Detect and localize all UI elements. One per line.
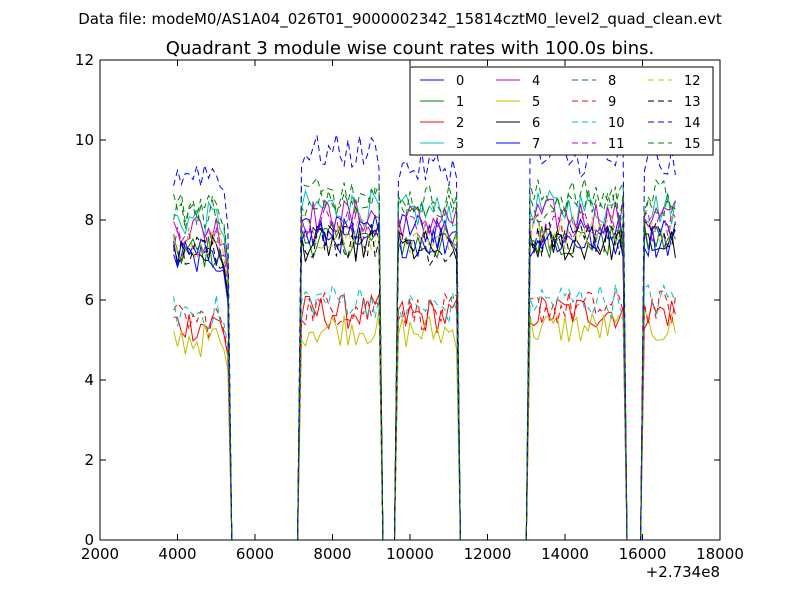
x-offset-label: +2.734e8 xyxy=(646,563,720,581)
series-line-13 xyxy=(173,221,676,540)
legend-label-14: 14 xyxy=(684,116,701,131)
series-line-8 xyxy=(173,177,676,540)
y-tick-label: 8 xyxy=(84,211,94,229)
x-tick-label: 14000 xyxy=(541,545,589,563)
legend-label-1: 1 xyxy=(456,95,464,110)
series-line-12 xyxy=(173,214,676,540)
y-tick-label: 10 xyxy=(75,131,94,149)
legend-label-6: 6 xyxy=(532,116,540,131)
series-line-2 xyxy=(173,293,676,540)
series-line-6 xyxy=(173,225,676,540)
series-line-10 xyxy=(173,283,676,540)
x-tick-label: 6000 xyxy=(236,545,274,563)
x-tick-label: 12000 xyxy=(464,545,512,563)
legend-label-5: 5 xyxy=(532,95,540,110)
legend-label-0: 0 xyxy=(456,74,464,89)
x-tick-label: 16000 xyxy=(619,545,667,563)
legend-box xyxy=(409,66,714,156)
legend-label-15: 15 xyxy=(684,137,701,152)
legend-label-13: 13 xyxy=(684,95,701,110)
chart-subtitle: Data file: modeM0/AS1A04_026T01_90000023… xyxy=(78,10,722,29)
y-tick-label: 4 xyxy=(84,371,94,389)
legend-label-7: 7 xyxy=(532,137,540,152)
y-tick-label: 2 xyxy=(84,451,94,469)
x-tick-label: 10000 xyxy=(386,545,434,563)
series-layer xyxy=(173,134,676,540)
legend-label-10: 10 xyxy=(608,116,625,131)
ticks-layer: 2000 4000 6000 8000 10000 12000 14000 16000 1800… xyxy=(75,51,744,563)
series-line-9 xyxy=(173,290,676,540)
x-tick-label: 4000 xyxy=(158,545,196,563)
series-line-1 xyxy=(173,220,676,540)
y-tick-label: 0 xyxy=(84,531,94,549)
legend-label-2: 2 xyxy=(456,116,464,131)
series-line-4 xyxy=(173,198,676,540)
legend-label-12: 12 xyxy=(684,74,701,89)
legend-label-8: 8 xyxy=(608,74,616,89)
x-tick-label: 2000 xyxy=(81,545,119,563)
series-line-3 xyxy=(173,189,676,540)
x-tick-label: 8000 xyxy=(313,545,351,563)
series-line-7 xyxy=(173,217,676,540)
y-tick-label: 6 xyxy=(84,291,94,309)
series-line-5 xyxy=(173,309,676,540)
legend-label-4: 4 xyxy=(532,74,540,89)
chart-title: Quadrant 3 module wise count rates with … xyxy=(166,38,655,59)
legend-label-11: 11 xyxy=(608,137,625,152)
legend-label-9: 9 xyxy=(608,95,616,110)
x-tick-label: 18000 xyxy=(696,545,744,563)
legend-label-3: 3 xyxy=(456,137,464,152)
y-tick-label: 12 xyxy=(75,51,94,69)
